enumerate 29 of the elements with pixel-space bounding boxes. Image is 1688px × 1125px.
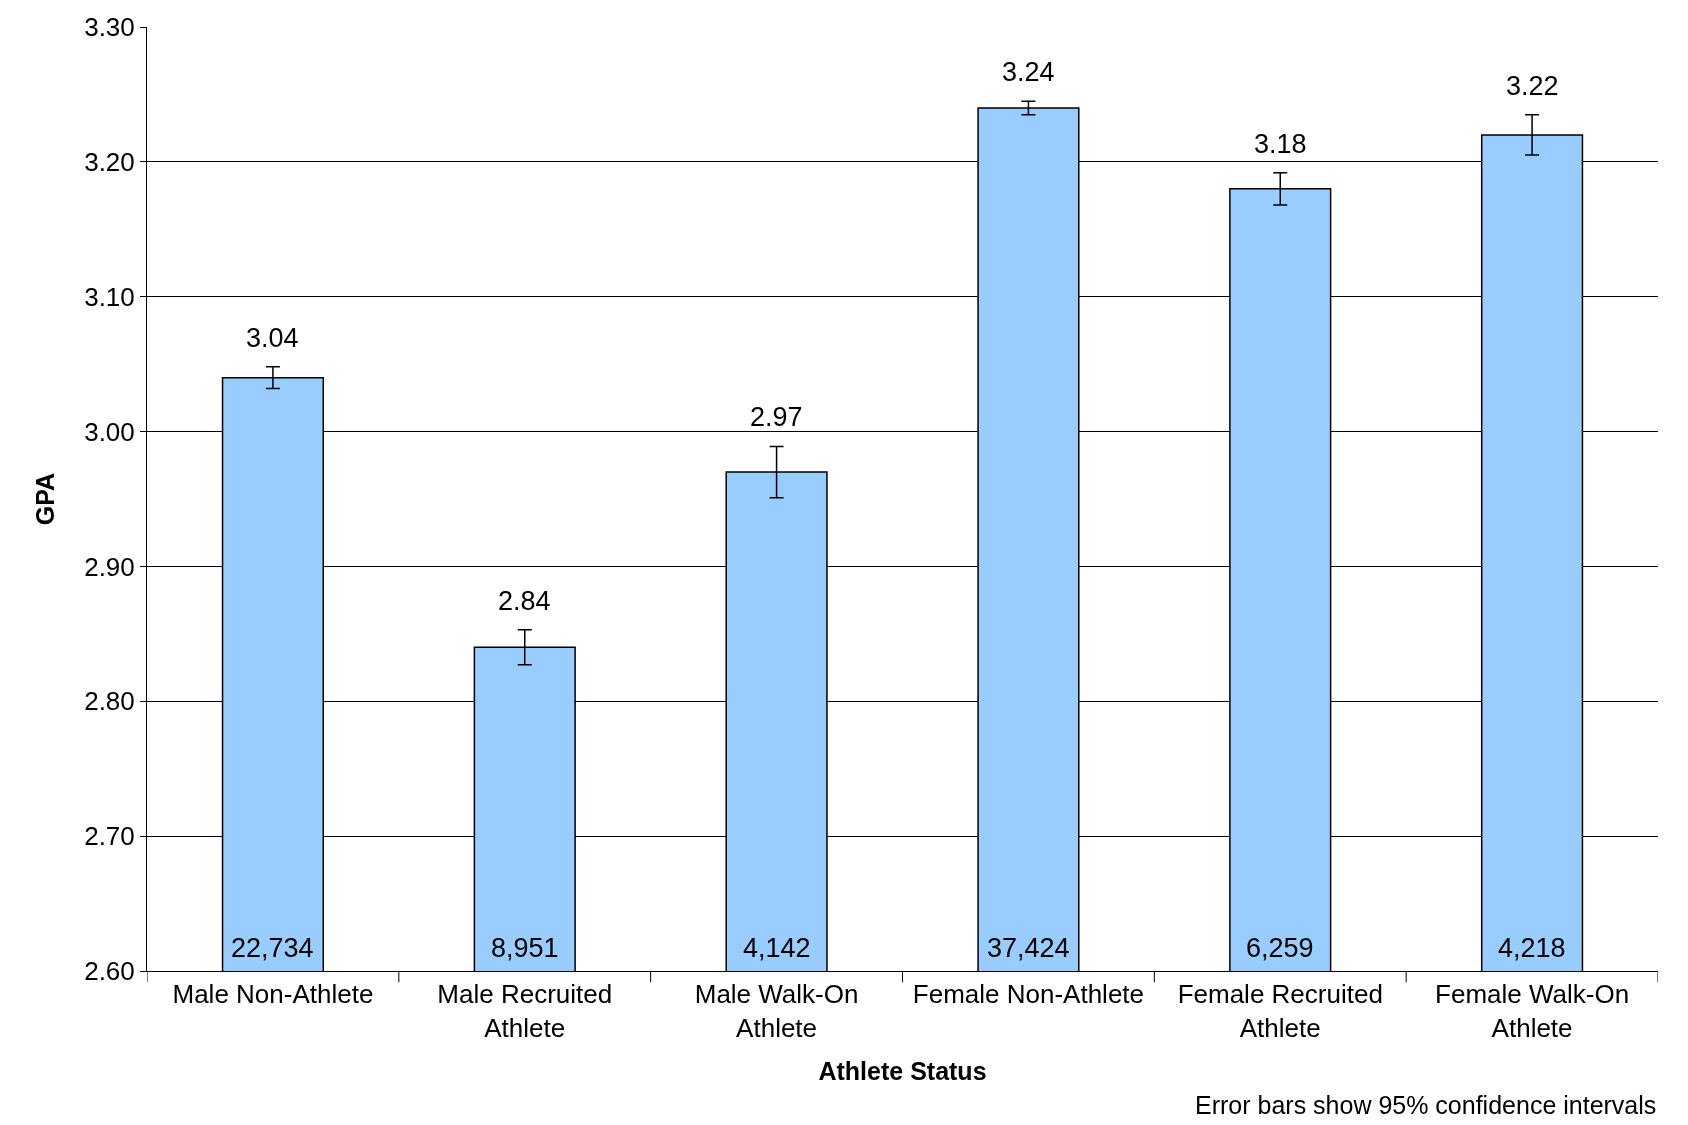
annotation: 8,951: [491, 933, 559, 963]
annotation: 6,259: [1246, 933, 1314, 963]
y-tick-label: 3.30: [84, 12, 135, 43]
data-label: 3.24: [1002, 57, 1055, 87]
data-label: 3.18: [1254, 129, 1307, 159]
y-tick-label: 3.20: [84, 146, 135, 177]
x-axis-title: Athlete Status: [818, 1057, 987, 1085]
annotation: 4,142: [743, 933, 811, 963]
data-label: 2.84: [498, 586, 551, 616]
data-label: 3.04: [246, 323, 299, 353]
y-tick-label: 3.00: [84, 416, 135, 447]
annotation: 4,218: [1498, 933, 1566, 963]
annotation: 22,734: [231, 933, 314, 963]
x-tick-label: Male Walk-On Athlete: [694, 979, 859, 1043]
y-tick-label: 2.70: [84, 821, 135, 852]
y-tick-label: 2.80: [84, 686, 135, 717]
y-tick-label: 2.90: [84, 551, 135, 582]
y-axis-title: GPA: [30, 472, 59, 526]
x-tick-label: Female Walk-On Athlete: [1435, 979, 1630, 1043]
x-tick-label: Male Non-Athlete: [172, 979, 374, 1010]
y-tick-label: 2.60: [84, 956, 135, 987]
data-label: 3.22: [1506, 71, 1559, 101]
x-tick-label: Male Recruited Athlete: [437, 979, 613, 1043]
x-tick-label: Female Non-Athlete: [912, 979, 1145, 1010]
annotation: 37,424: [987, 933, 1070, 963]
data-label: 2.97: [750, 402, 803, 432]
x-tick-label: Female Recruited Athlete: [1177, 979, 1383, 1043]
text: Error bars show 95% confidence intervals: [1195, 1091, 1657, 1119]
y-tick-label: 3.10: [84, 281, 135, 312]
